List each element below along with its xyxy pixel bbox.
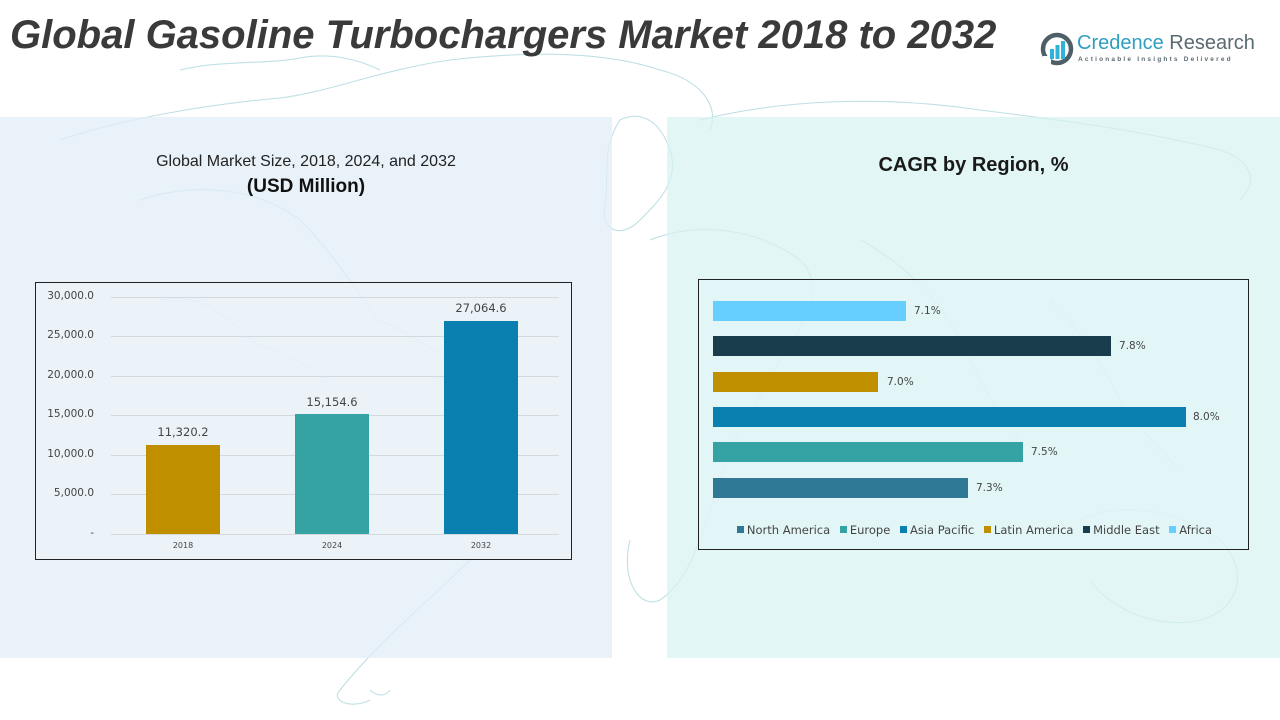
logo-bar-chart-icon [1040,32,1074,66]
bar-africa [713,301,906,321]
credence-research-logo: Credence Research Actionable Insights De… [1040,30,1260,70]
bar-value-label: 7.5% [1031,446,1058,458]
bar-value-label: 7.0% [887,376,914,388]
legend-swatch [1169,526,1177,533]
page-title: Global Gasoline Turbochargers Market 201… [10,13,997,57]
legend-label: Latin America [993,523,1074,537]
bar-asia-pacific [713,407,1186,427]
legend-swatch [983,526,991,533]
bar-value-label: 15,154.6 [306,395,358,409]
legend-item-latin-america: Latin America [983,523,1074,537]
cagr-bar-chart: 7.1% 7.8% 7.0% 8.0% 7.5% 7.3% North Amer… [698,279,1249,550]
x-tick-label: 2032 [470,541,492,550]
market-size-subtitle: Global Market Size, 2018, 2024, and 2032 [156,153,456,170]
chart-legend: North America Europe Asia Pacific Latin … [699,523,1250,537]
bar-middle-east [713,336,1111,356]
gridline [111,336,559,337]
legend-swatch [899,526,907,533]
legend-item-africa: Africa [1169,523,1212,537]
bar-latin-america [713,372,878,392]
legend-label: Europe [849,523,891,537]
market-size-bar-chart: 30,000.0 25,000.0 20,000.0 15,000.0 10,0… [35,282,572,560]
gridline [111,376,559,377]
legend-label: Africa [1179,523,1213,537]
bar-value-label: 8.0% [1193,411,1220,423]
legend-item-north-america: North America [736,523,831,537]
bar-value-label: 27,064.6 [455,301,507,315]
bar-value-label: 11,320.2 [157,425,209,439]
y-tick-label: 15,000.0 [47,408,94,420]
y-tick-label: 30,000.0 [47,290,94,302]
x-tick-label: 2024 [321,541,343,550]
bar-2024 [295,414,369,534]
bar-value-label: 7.8% [1119,340,1146,352]
bar-2018 [146,445,220,534]
y-tick-label: - [90,527,94,539]
legend-label: North America [746,523,831,537]
bar-value-label: 7.1% [914,305,941,317]
y-tick-label: 10,000.0 [47,448,94,460]
bar-europe [713,442,1023,462]
bar-north-america [713,478,968,498]
market-size-unit: (USD Million) [246,176,366,197]
gridline [111,297,559,298]
bar-2032 [444,321,518,534]
y-tick-label: 20,000.0 [47,369,94,381]
logo-wordmark: Credence Research [1077,32,1255,55]
logo-brand-primary: Credence [1077,32,1164,54]
legend-item-europe: Europe [839,523,891,537]
legend-swatch [1083,526,1091,533]
x-axis-line [111,534,559,535]
y-tick-label: 5,000.0 [53,487,94,499]
y-tick-label: 25,000.0 [47,329,94,341]
bar-value-label: 7.3% [976,482,1003,494]
legend-item-middle-east: Middle East [1083,523,1160,537]
legend-item-asia-pacific: Asia Pacific [899,523,975,537]
legend-swatch [736,526,744,533]
legend-swatch [839,526,847,533]
legend-label: Middle East [1093,523,1160,537]
x-tick-label: 2018 [172,541,194,550]
cagr-chart-title: CAGR by Region, % [878,154,1069,176]
legend-label: Asia Pacific [909,523,975,537]
logo-brand-secondary: Research [1169,32,1255,54]
logo-tagline: Actionable Insights Delivered [1078,56,1233,63]
